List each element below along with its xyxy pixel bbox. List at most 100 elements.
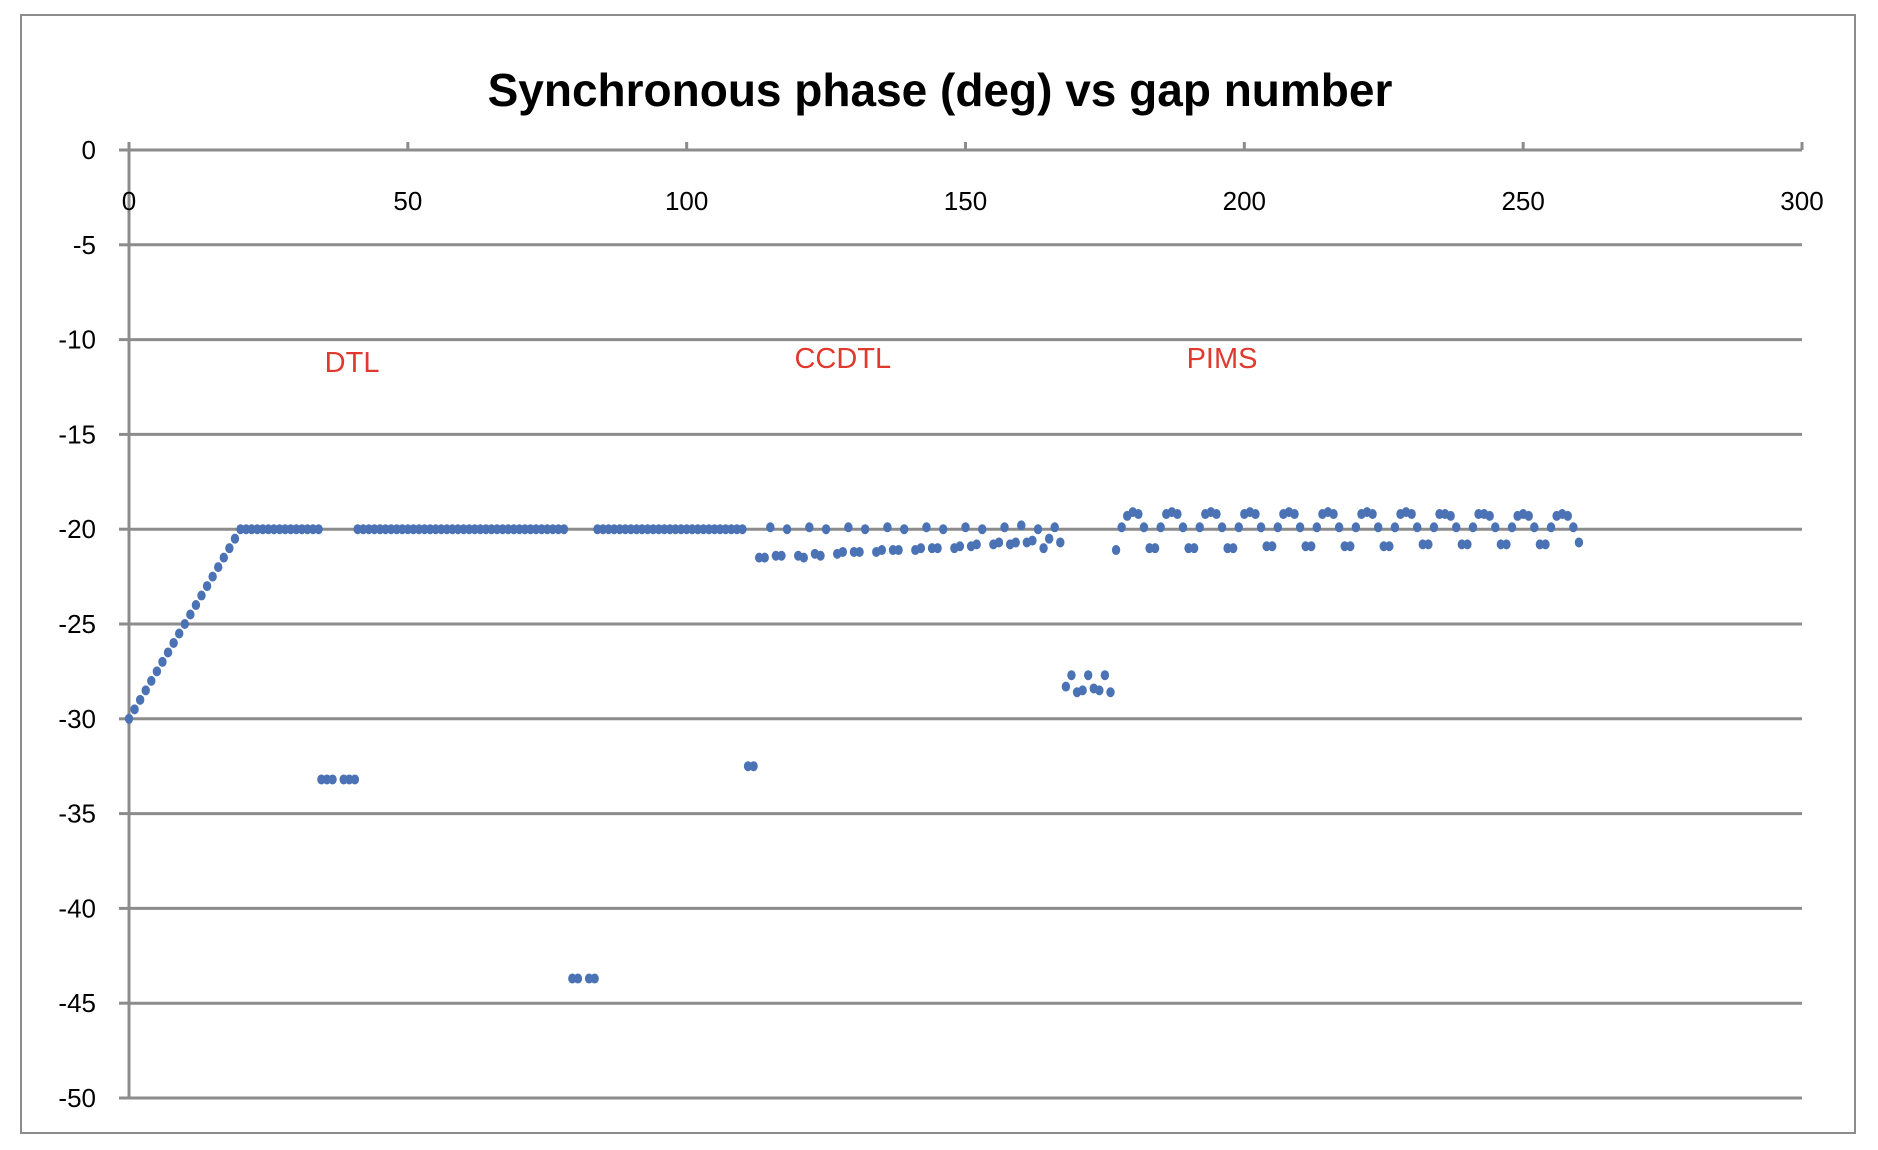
data-point (1189, 543, 1199, 554)
data-point (1195, 522, 1204, 533)
data-point (230, 533, 240, 544)
y-tick-label: -5 (73, 230, 96, 260)
data-point (899, 524, 909, 535)
data-point (1424, 539, 1433, 550)
data-point (844, 522, 853, 533)
y-tick-label: -20 (58, 514, 96, 544)
data-point (777, 550, 786, 561)
y-tick-label: -25 (58, 609, 96, 639)
data-point (1000, 522, 1009, 533)
data-point (955, 541, 965, 552)
y-tick-label: -30 (58, 704, 96, 734)
data-point (1346, 541, 1355, 552)
data-point (1546, 522, 1556, 533)
x-tick-label: 200 (1223, 186, 1266, 216)
data-point (799, 552, 808, 563)
data-point (1134, 509, 1143, 520)
section-label: DTL (325, 347, 380, 379)
y-tick-label: -40 (58, 893, 96, 923)
data-point (883, 522, 892, 533)
data-point (838, 546, 848, 557)
data-point (978, 524, 987, 535)
data-point (1307, 541, 1316, 552)
data-point (1033, 524, 1043, 535)
data-point (738, 524, 747, 535)
x-tick-label: 300 (1780, 186, 1823, 216)
data-point (163, 647, 173, 658)
data-point (130, 704, 139, 715)
data-point (1212, 509, 1221, 520)
y-tick-label: -50 (58, 1083, 96, 1113)
data-point (124, 713, 134, 724)
data-point (314, 524, 323, 535)
grid-lines (129, 148, 1802, 1100)
data-point (1429, 522, 1439, 533)
axes (119, 142, 1804, 1100)
chart-title: Synchronous phase (deg) vs gap number (488, 64, 1393, 116)
data-point (208, 571, 217, 582)
data-point (186, 609, 195, 620)
data-point (821, 524, 831, 535)
data-point (1273, 522, 1282, 533)
data-point (141, 685, 150, 696)
data-point (1290, 509, 1299, 520)
data-point (1217, 522, 1227, 533)
data-point (1446, 510, 1455, 521)
section-label: PIMS (1187, 343, 1258, 375)
data-point (1507, 522, 1517, 533)
data-point (180, 619, 189, 629)
data-point (816, 550, 825, 561)
data-point (860, 524, 870, 535)
data-point (1139, 522, 1149, 533)
data-point (1100, 670, 1110, 681)
data-point (152, 666, 162, 677)
data-point (1156, 522, 1165, 533)
data-point (1485, 510, 1494, 521)
x-tick-label: 50 (393, 186, 422, 216)
data-point (1351, 522, 1361, 533)
data-point (1530, 522, 1539, 533)
data-point (994, 537, 1004, 548)
data-point (1541, 539, 1550, 550)
data-point (916, 543, 926, 554)
data-point (135, 694, 145, 705)
data-point (805, 522, 814, 533)
annotations: DTL CCDTL PIMS (325, 343, 1258, 379)
data-point (559, 524, 569, 535)
y-tick-label: 0 (82, 135, 96, 165)
data-point (191, 600, 201, 611)
data-point (1368, 509, 1377, 520)
data-point (972, 539, 981, 550)
data-point (1106, 687, 1115, 698)
data-point (933, 543, 942, 554)
x-tick-labels: 0 50 100 150 200 250 300 (122, 186, 1824, 216)
data-point (1491, 522, 1500, 533)
data-point (1334, 522, 1344, 533)
data-point (1028, 535, 1037, 546)
data-point (1268, 541, 1277, 552)
data-point (1078, 685, 1087, 696)
data-point (1234, 522, 1243, 533)
data-point (1044, 533, 1054, 544)
data-point (782, 524, 792, 535)
data-point (1502, 539, 1511, 550)
data-point (350, 774, 360, 785)
data-point (1095, 685, 1104, 696)
x-tick-label: 250 (1501, 186, 1544, 216)
data-point (1468, 522, 1478, 533)
data-point (590, 973, 599, 984)
data-point (573, 973, 583, 984)
data-point (1385, 541, 1394, 552)
data-point (1329, 509, 1338, 520)
data-points (124, 507, 1584, 984)
y-tick-label: -45 (58, 988, 96, 1018)
data-point (158, 656, 167, 667)
data-point (1061, 681, 1071, 692)
data-point (174, 628, 184, 639)
data-point (766, 522, 775, 533)
section-label: CCDTL (794, 343, 891, 375)
data-point (219, 552, 229, 563)
data-point (1067, 670, 1076, 681)
data-point (1373, 522, 1383, 533)
data-point (1563, 510, 1572, 521)
